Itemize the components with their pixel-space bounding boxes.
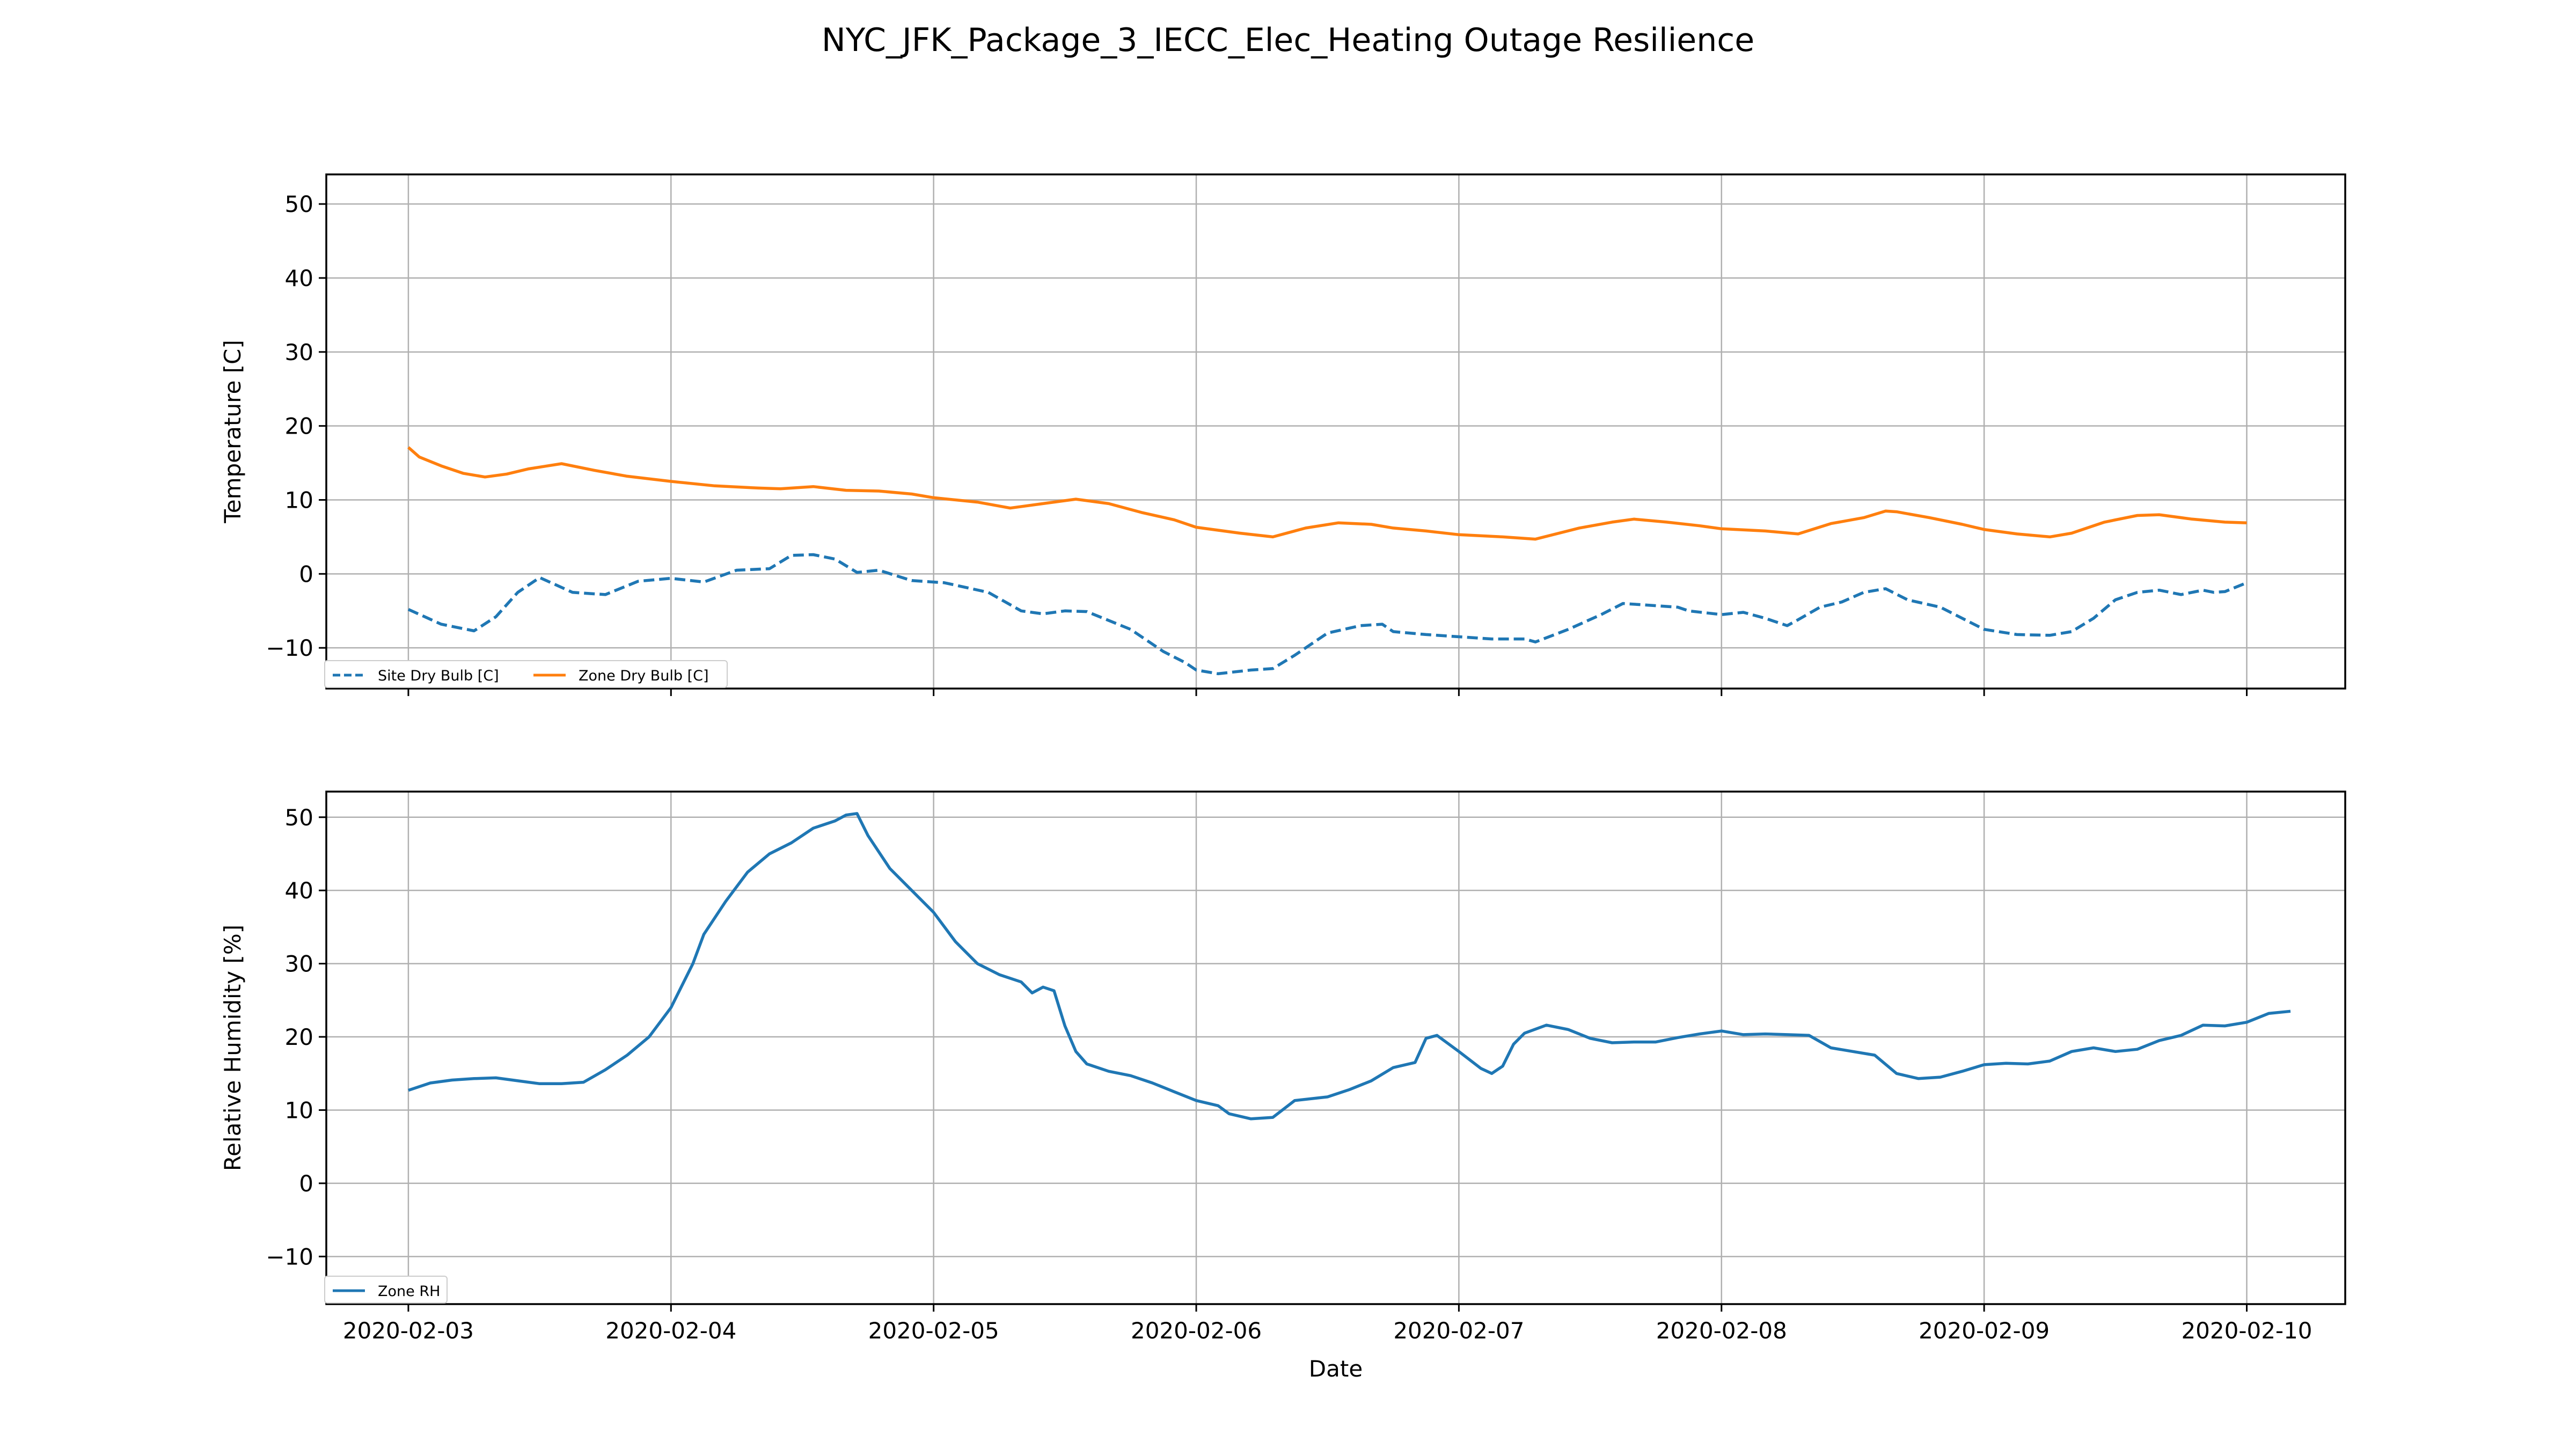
y-tick-label: 40 (285, 265, 313, 291)
y-tick-label: 10 (285, 1097, 313, 1123)
y-tick-label: 50 (285, 804, 313, 831)
legend-label-zone-rh: Zone RH (378, 1283, 440, 1300)
y-tick-label: 50 (285, 191, 313, 217)
humidity-axes: −10 0 10 20 30 40 50 2020-02-03 2020-02-04 2020-0… (219, 791, 2346, 1382)
series-line-zone-dry-bulb-c (407, 446, 2247, 541)
x-tick-label: 2020-02-10 (2181, 1318, 2312, 1344)
y-tick-label: 20 (285, 413, 313, 440)
humidity-axes-frame (325, 791, 2346, 1305)
series-line-zone-rh (408, 812, 2291, 1121)
legend-label-zone-dry-bulb: Zone Dry Bulb [C] (579, 668, 709, 684)
humidity-legend-box (324, 1276, 448, 1304)
temperature-axes-frame (325, 173, 2346, 690)
x-tick-label: 2020-02-04 (605, 1318, 736, 1344)
y-tick-label: 40 (285, 877, 313, 904)
y-tick-label: 0 (299, 561, 313, 587)
x-tick-label: 2020-02-07 (1393, 1318, 1524, 1344)
y-tick-label: 0 (299, 1170, 313, 1197)
temperature-legend-box (324, 660, 728, 688)
chart-title: NYC_JFK_Package_3_IECC_Elec_Heating Outa… (822, 21, 1754, 59)
legend-label-site-dry-bulb: Site Dry Bulb [C] (378, 668, 499, 684)
x-tick-label: 2020-02-08 (1656, 1318, 1787, 1344)
y-tick-label: −10 (266, 635, 313, 661)
y-tick-label: 30 (285, 951, 313, 977)
humidity-y-label: Relative Humidity [%] (219, 925, 246, 1171)
y-tick-label: 30 (285, 339, 313, 365)
temperature-axes: −10 0 10 20 30 40 50 Temperature [C] Site Dry … (219, 173, 2346, 696)
y-tick-label: 10 (285, 487, 313, 514)
x-tick-label: 2020-02-05 (868, 1318, 999, 1344)
humidity-legend: Zone RH (324, 1276, 448, 1304)
x-tick-label: 2020-02-03 (343, 1318, 474, 1344)
temperature-legend: Site Dry Bulb [C] Zone Dry Bulb [C] (324, 660, 728, 688)
series-line-site-dry-bulb-c (407, 553, 2248, 676)
y-tick-label: 20 (285, 1024, 313, 1050)
temperature-y-label: Temperature [C] (219, 340, 246, 524)
x-axis-label: Date (1309, 1356, 1363, 1382)
y-tick-label: −10 (266, 1243, 313, 1270)
x-tick-label: 2020-02-09 (1919, 1318, 2050, 1344)
x-tick-label: 2020-02-06 (1131, 1318, 1262, 1344)
